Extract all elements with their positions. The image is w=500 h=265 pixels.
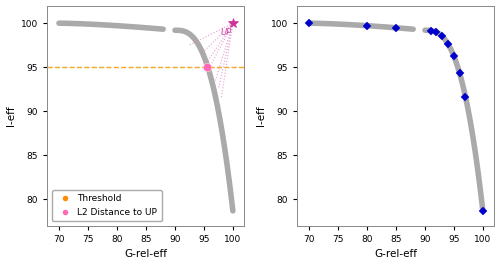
Legend: Threshold, L2 Distance to UP: Threshold, L2 Distance to UP — [52, 190, 162, 221]
X-axis label: G-rel-eff: G-rel-eff — [374, 249, 418, 259]
Text: UP: UP — [220, 28, 232, 37]
X-axis label: G-rel-eff: G-rel-eff — [124, 249, 168, 259]
Y-axis label: I-eff: I-eff — [256, 105, 266, 126]
Y-axis label: I-eff: I-eff — [6, 105, 16, 126]
